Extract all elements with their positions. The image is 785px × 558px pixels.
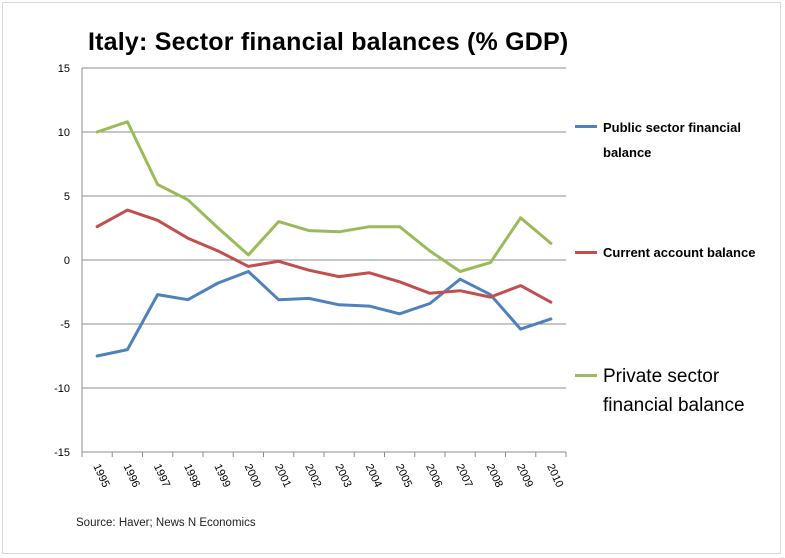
x-tick-label-1997: 1997	[151, 462, 172, 489]
x-tick-label-2008: 2008	[484, 462, 505, 489]
y-tick-label: -15	[54, 447, 70, 459]
x-tick-label-2001: 2001	[272, 462, 293, 489]
y-tick-label: 0	[64, 255, 70, 267]
legend-label-public: Public sector financial balance	[603, 120, 741, 160]
chart-title: Italy: Sector financial balances (% GDP)	[88, 28, 569, 56]
x-tick-label-2006: 2006	[423, 462, 444, 489]
x-tick-label-2007: 2007	[453, 462, 474, 489]
legend-swatch-private	[575, 374, 597, 377]
y-tick-label: 5	[64, 191, 70, 203]
y-tick-label: -10	[54, 383, 70, 395]
x-tick-label-2009: 2009	[514, 462, 535, 489]
x-tick-label-2010: 2010	[544, 462, 565, 489]
legend-swatch-current	[575, 251, 597, 254]
x-tick-label-2000: 2000	[242, 462, 263, 489]
legend-label-current: Current account balance	[603, 245, 756, 260]
y-tick-label: -5	[60, 319, 70, 331]
x-tick-label-2004: 2004	[363, 462, 384, 489]
source-note: Source: Haver; News N Economics	[76, 517, 256, 529]
x-tick-label-1996: 1996	[121, 462, 142, 489]
y-tick-label: 15	[58, 63, 70, 75]
y-tick-label: 10	[58, 127, 70, 139]
x-tick-label-2002: 2002	[302, 462, 323, 489]
legend-swatch-public	[575, 125, 597, 128]
legend-label-private: Private sector financial balance	[603, 366, 745, 417]
series-line-0	[95, 270, 553, 358]
x-tick-label-2005: 2005	[393, 462, 414, 489]
legend-public-sector: Public sector financial balance	[575, 116, 763, 165]
series-line-2	[95, 120, 553, 273]
x-tick-label-1995: 1995	[90, 462, 111, 489]
legend-private-sector: Private sector financial balance	[575, 362, 763, 421]
series-line-1	[95, 208, 553, 304]
legend-current-account: Current account balance	[575, 243, 755, 263]
x-tick-label-1999: 1999	[211, 462, 232, 489]
x-tick-label-2003: 2003	[332, 462, 353, 489]
x-tick-label-1998: 1998	[181, 462, 202, 489]
